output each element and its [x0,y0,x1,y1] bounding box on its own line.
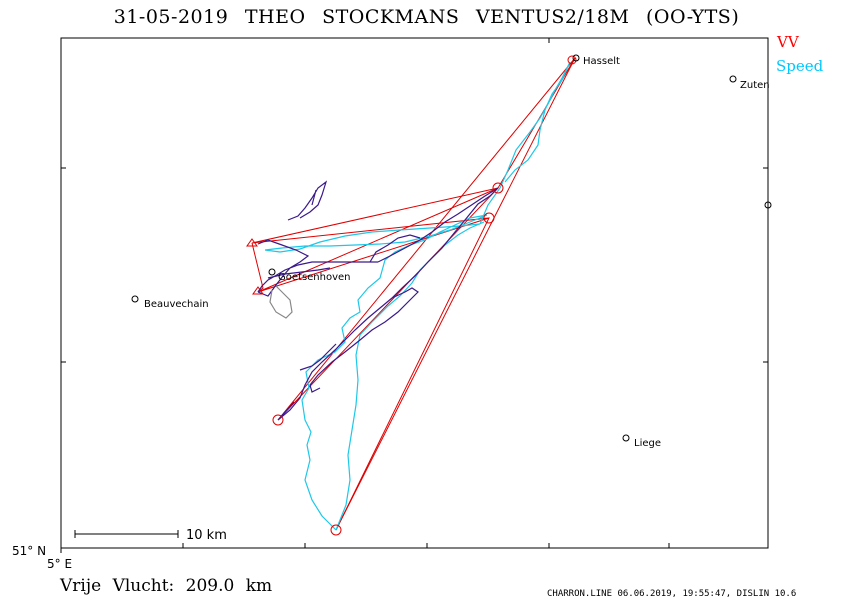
place-marker-east-edge [764,201,772,209]
task-legs [251,57,576,531]
turnpoint-mid [483,212,495,224]
turnpoint-ne [492,182,504,194]
place-marker-liege [622,434,630,442]
place-label-liege: Liege [634,438,661,449]
place-marker-hasselt [572,54,580,62]
place-markers [131,54,772,442]
scale-bar [74,530,179,538]
task-leg-c [335,57,576,531]
track-climb [257,180,499,421]
longitude-label: 5° E [47,557,73,571]
place-label-hasselt: Hasselt [583,56,620,67]
turnpoint-sw [272,414,284,426]
turnpoint-hasselt [567,55,577,65]
track-glide [264,61,571,531]
task-leg-d [251,242,264,293]
place-marker-zuten [729,75,737,83]
distance-summary: Vrije Vlucht: 209.0 km [60,576,273,596]
scale-bar-label: 10 km [186,528,227,543]
map-ticks [60,38,768,553]
legend-vv-label: VV [777,33,799,51]
turnpoint-west-b [252,286,264,295]
task-leg-b [251,187,499,531]
place-marker-beauvechain [131,295,139,303]
latitude-label: 51° N [12,544,47,558]
credits-line: CHARRON.LINE 06.06.2019, 19:55:47, DISLI… [547,589,797,599]
place-label-zuten: Zuten [740,80,770,91]
legend-speed-label: Speed [776,57,824,75]
track-low [269,285,293,319]
place-marker-goetsenhoven [268,268,276,276]
place-label-goetsenhoven: Goetsenhoven [278,272,351,283]
turnpoints [246,55,577,536]
place-label-beauvechain: Beauvechain [144,299,209,310]
turnpoint-west-a [246,238,258,247]
map-title: 31-05-2019 THEO STOCKMANS VENTUS2/18M (O… [113,6,740,28]
turnpoint-south [330,524,342,536]
map-frame [60,37,769,549]
